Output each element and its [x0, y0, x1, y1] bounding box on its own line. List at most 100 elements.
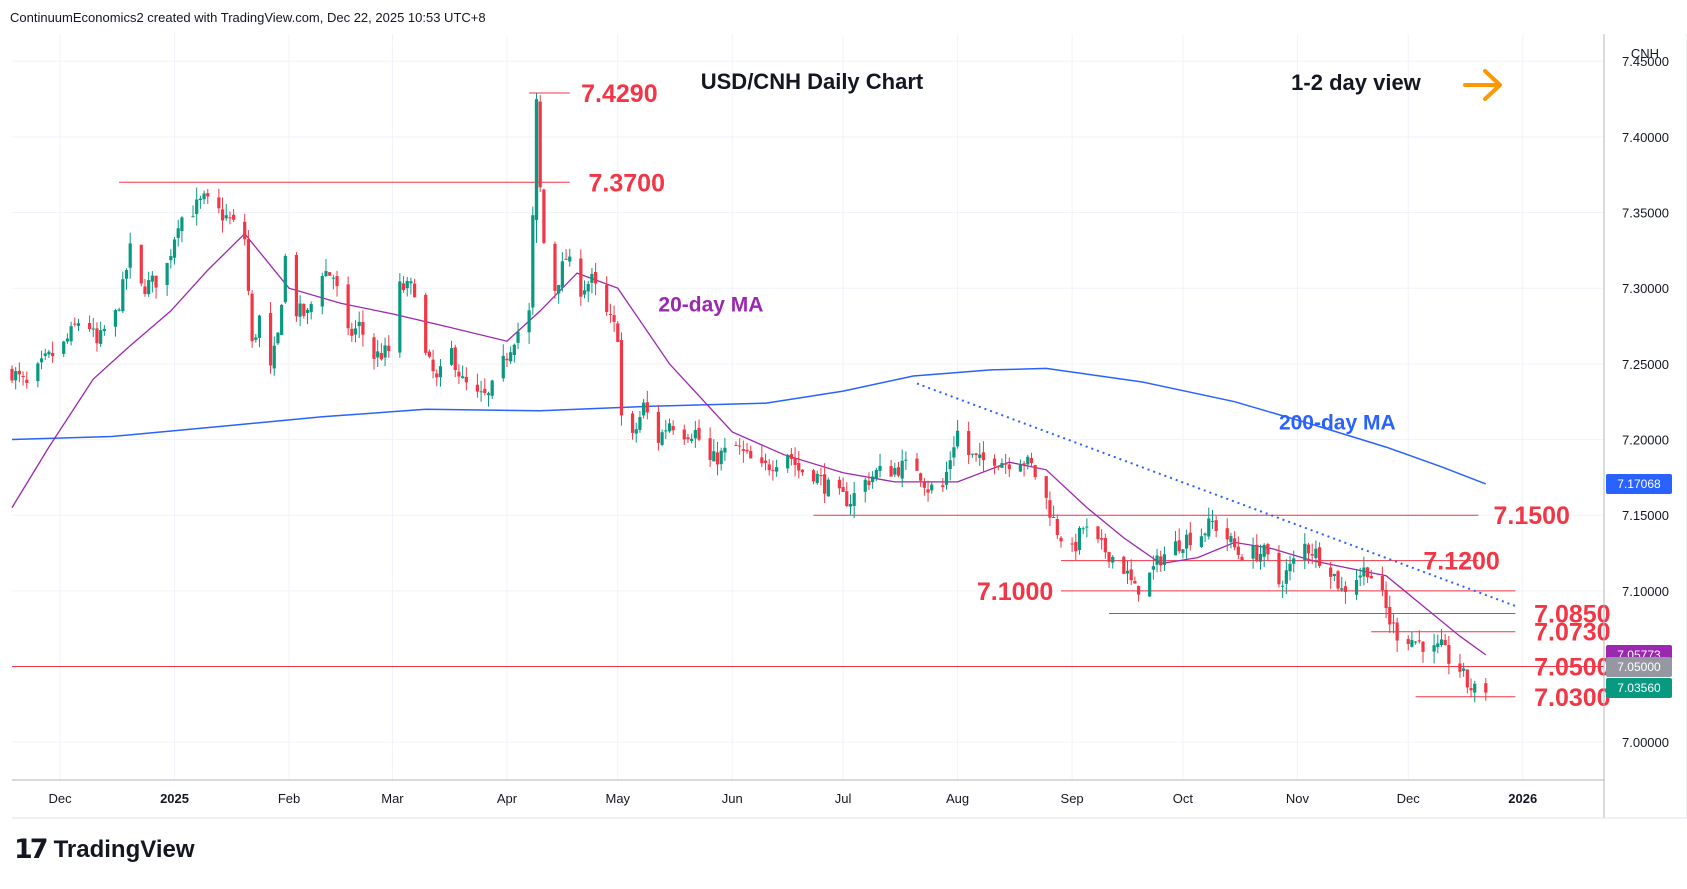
- candle: [176, 219, 180, 247]
- candle-body: [1306, 544, 1311, 554]
- candle-body: [257, 315, 262, 338]
- candle: [638, 410, 642, 433]
- candle: [294, 252, 299, 322]
- candle-body: [1421, 641, 1425, 652]
- candle: [1281, 580, 1285, 599]
- candle-body: [1004, 463, 1008, 465]
- candle: [39, 350, 44, 370]
- candle: [1033, 464, 1037, 480]
- candle: [1085, 518, 1089, 538]
- candle: [195, 187, 199, 226]
- candle: [1354, 569, 1359, 600]
- candle-body: [1148, 572, 1152, 597]
- candle: [1332, 573, 1336, 582]
- candle: [955, 419, 960, 449]
- candle-body: [405, 280, 409, 289]
- chart-title-group: USD/CNH Daily Chart 1-2 day view: [701, 69, 1502, 101]
- candle: [1000, 458, 1004, 468]
- candle-body: [1473, 683, 1477, 693]
- candle: [1369, 569, 1373, 579]
- candle: [837, 476, 841, 495]
- candle: [246, 230, 250, 296]
- candle: [811, 468, 816, 485]
- candle-body: [941, 485, 945, 488]
- candle-body: [786, 454, 790, 469]
- candle: [926, 480, 930, 502]
- candle-body: [324, 271, 328, 277]
- candle: [542, 188, 546, 244]
- candle: [1388, 595, 1392, 633]
- candle: [1173, 530, 1178, 556]
- candle: [198, 195, 202, 209]
- candle-body: [398, 281, 402, 353]
- candle: [1077, 526, 1082, 555]
- candle: [527, 302, 531, 344]
- candle-body: [320, 276, 324, 307]
- candle-body: [1414, 641, 1418, 643]
- candle-body: [302, 303, 306, 316]
- level-label: 7.4290: [581, 80, 657, 108]
- candle: [143, 279, 147, 297]
- candle: [1107, 551, 1111, 569]
- candle-body: [1074, 541, 1078, 552]
- candle: [1417, 630, 1421, 644]
- candle: [745, 442, 749, 455]
- candle: [335, 270, 339, 297]
- candle-body: [383, 345, 387, 358]
- candle: [564, 249, 568, 260]
- candle-body: [246, 239, 250, 291]
- candle: [383, 337, 387, 367]
- candle-body: [195, 199, 199, 215]
- candle-body: [823, 474, 827, 494]
- candle: [353, 320, 358, 343]
- candle: [257, 314, 262, 348]
- candle: [1443, 633, 1447, 646]
- candle-body: [99, 330, 103, 344]
- candle-body: [283, 256, 287, 303]
- candle-body: [978, 454, 982, 458]
- candle: [904, 451, 908, 470]
- candle-body: [1033, 464, 1037, 478]
- candle: [605, 276, 609, 316]
- candle-body: [516, 331, 520, 343]
- candle-body: [557, 284, 561, 294]
- candle-body: [1336, 571, 1340, 589]
- candle: [309, 301, 313, 320]
- candle-body: [121, 279, 125, 312]
- candle-body: [276, 332, 280, 344]
- candle-body: [741, 449, 745, 451]
- candle: [486, 391, 491, 407]
- candle-body: [113, 310, 118, 327]
- candle-body: [992, 458, 997, 466]
- candle-body: [1380, 575, 1384, 591]
- x-tick-label: 2025: [160, 791, 189, 806]
- candle-body: [509, 352, 513, 362]
- level-label: 7.1000: [977, 578, 1053, 606]
- candle: [147, 271, 151, 297]
- candle-body: [228, 217, 232, 219]
- level-label: 7.1500: [1493, 502, 1569, 530]
- candle: [1029, 452, 1034, 467]
- candle-body: [1332, 573, 1336, 577]
- x-tick-label: May: [605, 791, 630, 806]
- candle: [512, 343, 516, 363]
- candle-body: [1085, 526, 1089, 528]
- candle-body: [775, 467, 779, 472]
- candle-body: [841, 487, 845, 492]
- candle-body: [1233, 538, 1237, 548]
- candle-body: [900, 460, 904, 479]
- candle: [1340, 576, 1344, 592]
- annotation-labels: 7.4290 7.3700 7.1500 7.1200 7.1000 7.08507.07…: [581, 80, 1610, 712]
- candle-body: [250, 293, 254, 342]
- candle-body: [1070, 543, 1074, 545]
- candle: [243, 213, 247, 246]
- chart-axes: 7.45000 7.40000 7.35000 7.30000 7.25000 7.200…: [12, 34, 1687, 819]
- tradingview-logo[interactable]: 17 TradingView: [14, 834, 195, 865]
- candle-body: [616, 323, 620, 342]
- candle-body: [1018, 464, 1022, 472]
- ma20-line: [11, 232, 1487, 656]
- candle-body: [1059, 537, 1063, 542]
- candle-body: [605, 284, 609, 312]
- candle-body: [878, 465, 882, 471]
